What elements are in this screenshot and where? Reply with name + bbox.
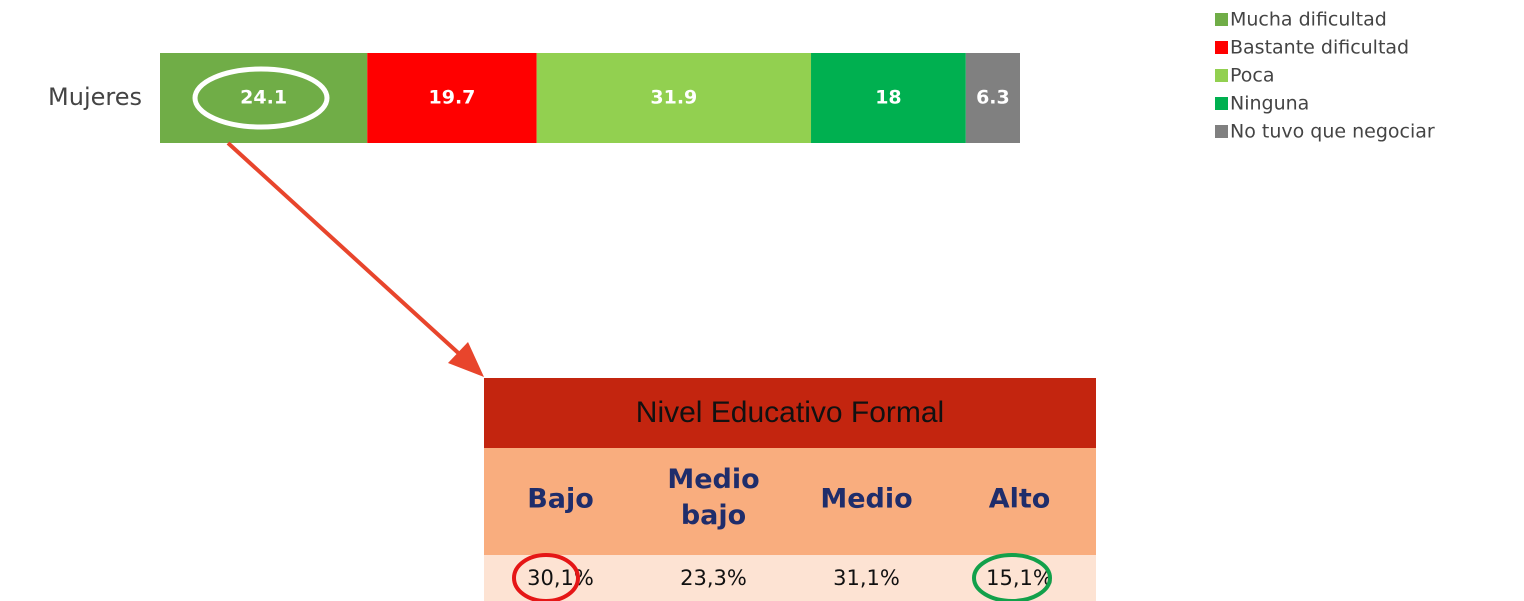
highlight-ellipse: [192, 66, 330, 130]
legend-label: Poca: [1230, 65, 1275, 87]
bar-segment: [536, 53, 812, 143]
bar-segment: [965, 53, 1020, 143]
highlight-circle-red: [512, 553, 580, 601]
legend-label: Ninguna: [1230, 93, 1309, 115]
bar-segment: [811, 53, 966, 143]
legend-swatch: [1215, 13, 1228, 26]
legend-label: No tuvo que negociar: [1230, 121, 1435, 143]
arrow-head: [448, 342, 484, 377]
column-header: Medio bajo: [667, 464, 759, 531]
bar-segment: [367, 53, 537, 143]
table-title-bg: [484, 378, 1096, 448]
data-label: 24.1: [240, 87, 287, 109]
legend-swatch: [1215, 41, 1228, 54]
legend-swatch: [1215, 125, 1228, 138]
arrow-line: [226, 141, 468, 362]
column-header: Medio: [820, 484, 912, 515]
legend-swatch: [1215, 69, 1228, 82]
data-label: 18: [875, 87, 901, 109]
legend: Mucha dificultad Bastante dificultad Poca N…: [1215, 9, 1435, 143]
data-label: 31.9: [650, 87, 697, 109]
legend-label: Mucha dificultad: [1230, 9, 1387, 31]
y-tick-label: Mujeres: [48, 83, 142, 111]
table-title: Nivel Educativo Formal: [636, 396, 944, 429]
data-label: 19.7: [429, 87, 476, 109]
table-header-bg: [484, 448, 1096, 555]
legend-label: Bastante dificultad: [1230, 37, 1409, 59]
legend-swatch: [1215, 97, 1228, 110]
highlight-circle-green: [972, 553, 1052, 601]
table-row-bg: [484, 555, 1096, 601]
column-header: Bajo: [527, 484, 594, 515]
column-header: Alto: [989, 484, 1051, 515]
table-cell: 15,1%: [986, 566, 1053, 590]
table-cell: 30,1%: [527, 566, 594, 590]
table: Nivel Educativo Formal Bajo Medio bajo Medi…: [484, 378, 1096, 601]
table-cell: 31,1%: [833, 566, 900, 590]
table-cell: 23,3%: [680, 566, 747, 590]
data-label: 6.3: [976, 87, 1010, 109]
chart: Mujeres 24.1 19.7 31.9 18 6.3: [48, 53, 1020, 143]
